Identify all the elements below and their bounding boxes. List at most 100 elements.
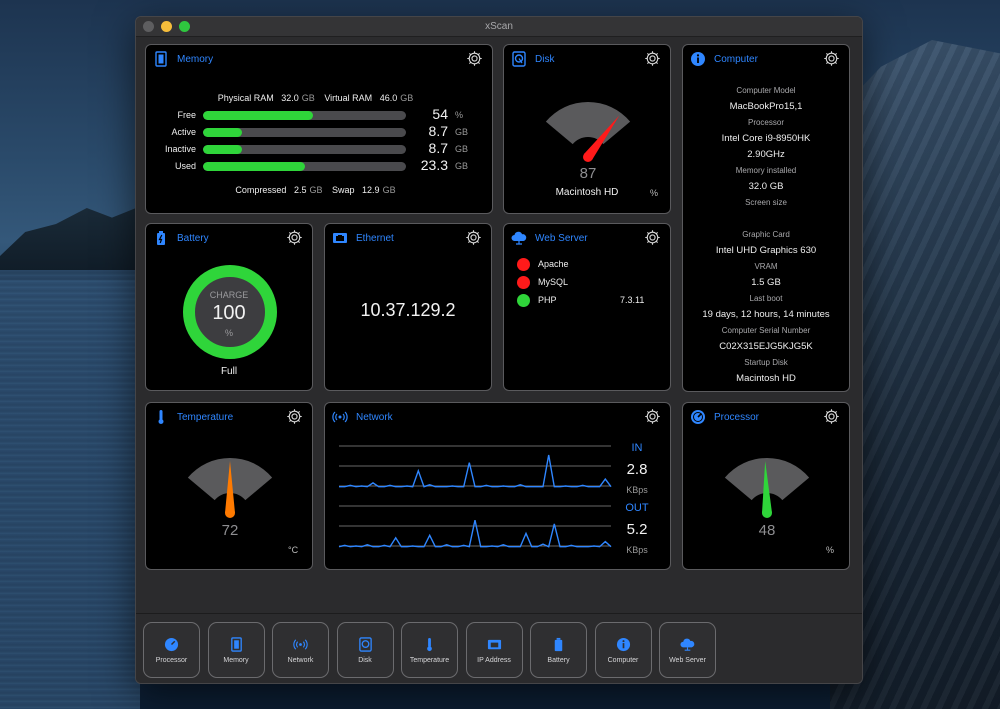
memory-row-label: Inactive: [164, 144, 196, 154]
disk-icon: [512, 51, 526, 67]
network-card: Network IN 2.8 KBps OUT 5.2 KBps: [324, 402, 671, 570]
computer-info-value: Macintosh HD: [736, 373, 796, 384]
computer-settings-gear-icon[interactable]: [823, 50, 840, 67]
physical-ram-unit: GB: [301, 93, 315, 103]
computer-info-icon: [691, 52, 705, 66]
memory-summary: Physical RAM 32.0 GB Virtual RAM 46.0 GB: [146, 93, 492, 103]
computer-title: Computer: [714, 53, 758, 65]
webserver-row-apache: Apache: [517, 257, 569, 271]
memory-row-unit: GB: [455, 144, 469, 154]
battery-icon: [554, 637, 563, 651]
bottom-toolbar: Processor Memory Network Disk Temperature IP …: [136, 613, 862, 683]
gauge-hub: [762, 508, 772, 518]
toolbar-button-ip-address[interactable]: IP Address: [465, 622, 523, 678]
memory-card: Memory Physical RAM 32.0 GB Virtual RAM 4…: [145, 44, 493, 214]
ethernet-settings-gear-icon[interactable]: [465, 229, 482, 246]
close-button[interactable]: [143, 21, 154, 32]
gauge-needle: [225, 461, 235, 513]
memory-bar-track: [203, 111, 406, 120]
processor-title: Processor: [714, 411, 760, 423]
temperature-settings-gear-icon[interactable]: [286, 408, 303, 425]
battery-card: Battery CHARGE 100 % Full: [145, 223, 313, 391]
computer-info-value: Intel UHD Graphics 630: [715, 245, 817, 256]
computer-info-key: Graphic Card: [742, 230, 790, 239]
network-out-unit: KBps: [626, 545, 648, 555]
titlebar: xScan: [136, 17, 862, 37]
disk-name: Macintosh HD: [555, 187, 619, 198]
computer-info-value: C02X315EJG5KJG5K: [719, 341, 813, 352]
computer-info-key: Computer Serial Number: [721, 326, 811, 335]
window-title: xScan: [485, 21, 513, 32]
computer-info-value: Intel Core i9-8950HK: [721, 133, 811, 144]
memory-settings-gear-icon[interactable]: [466, 50, 483, 67]
webserver-name: Apache: [538, 259, 569, 269]
network-settings-gear-icon[interactable]: [644, 408, 661, 425]
computer-info-key: Computer Model: [736, 86, 796, 95]
toolbar-button-disk[interactable]: Disk: [336, 622, 394, 678]
disk-gauge: [545, 102, 631, 162]
toolbar-button-computer[interactable]: Computer: [594, 622, 652, 678]
gauge-hub: [583, 152, 593, 162]
computer-card: Computer Computer Model MacBookPro15,1 Pro…: [682, 44, 850, 392]
processor-unit: %: [826, 545, 835, 555]
memory-bar-fill: [203, 128, 242, 137]
status-dot-icon: [517, 293, 530, 307]
disk-title: Disk: [535, 53, 555, 65]
toolbar-button-label: IP Address: [477, 656, 511, 664]
computer-info-value: MacBookPro15,1: [729, 101, 803, 112]
toolbar-button-label: Web Server: [669, 656, 706, 664]
network-in-label: IN: [631, 442, 643, 454]
network-in-value: 2.8: [626, 461, 648, 478]
temperature-value: 72: [221, 522, 239, 539]
toolbar-button-label: Temperature: [409, 656, 450, 664]
temperature-gauge: [187, 458, 273, 518]
webserver-name: MySQL: [538, 277, 569, 287]
temperature-card: Temperature 72 °C: [145, 402, 313, 570]
memory-bar-fill: [203, 162, 305, 171]
webserver-title: Web Server: [535, 232, 588, 244]
network-out-value: 5.2: [626, 521, 648, 538]
temperature-unit: °C: [288, 545, 299, 555]
webserver-settings-gear-icon[interactable]: [644, 229, 661, 246]
status-dot-icon: [517, 275, 530, 289]
virtual-ram-value: 46.0: [379, 93, 398, 103]
toolbar-button-label: Network: [287, 656, 314, 664]
disk-icon: [358, 636, 372, 652]
minimize-button[interactable]: [161, 21, 172, 32]
physical-ram-value: 32.0: [281, 93, 299, 103]
toolbar-button-processor[interactable]: Processor: [143, 622, 200, 678]
gauge-hub: [225, 508, 235, 518]
gauge-needle: [584, 115, 620, 161]
memory-row-value: 8.7: [428, 123, 448, 139]
network-chart: [338, 445, 612, 548]
computer-info-key: Startup Disk: [744, 358, 788, 367]
network-in-unit: KBps: [626, 485, 648, 495]
toolbar-button-memory[interactable]: Memory: [207, 622, 265, 678]
computer-info-value: 2.90GHz: [747, 149, 785, 160]
processor-settings-gear-icon[interactable]: [823, 408, 840, 425]
webserver-version: 7.3.11: [620, 295, 645, 305]
disk-unit: %: [650, 188, 659, 198]
virtual-ram-label: Virtual RAM: [324, 93, 373, 103]
toolbar-button-network[interactable]: Network: [272, 622, 329, 678]
toolbar-button-web-server[interactable]: Web Server: [659, 622, 716, 678]
toolbar-button-temperature[interactable]: Temperature: [401, 622, 458, 678]
memory-bar-track: [203, 128, 406, 137]
app-window: xScan Memory Physical RAM 32.0 GB Virtual…: [135, 16, 863, 684]
window-controls: [143, 21, 190, 32]
zoom-button[interactable]: [179, 21, 190, 32]
processor-icon: [164, 637, 179, 651]
compressed-label: Compressed: [235, 185, 287, 195]
memory-bar-track: [203, 145, 406, 154]
processor-icon: [691, 410, 705, 424]
toolbar-button-battery[interactable]: Battery: [530, 622, 587, 678]
memory-bar-fill: [203, 145, 242, 154]
swap-label: Swap: [332, 185, 355, 195]
computer-info-key: Screen size: [745, 198, 787, 207]
memory-row-value: 23.3: [420, 157, 448, 173]
disk-settings-gear-icon[interactable]: [644, 50, 661, 67]
processor-card: Processor 48 %: [682, 402, 850, 570]
memory-row-inactive: Inactive 8.7 GB: [146, 140, 492, 156]
battery-title: Battery: [177, 232, 209, 244]
battery-settings-gear-icon[interactable]: [286, 229, 303, 246]
